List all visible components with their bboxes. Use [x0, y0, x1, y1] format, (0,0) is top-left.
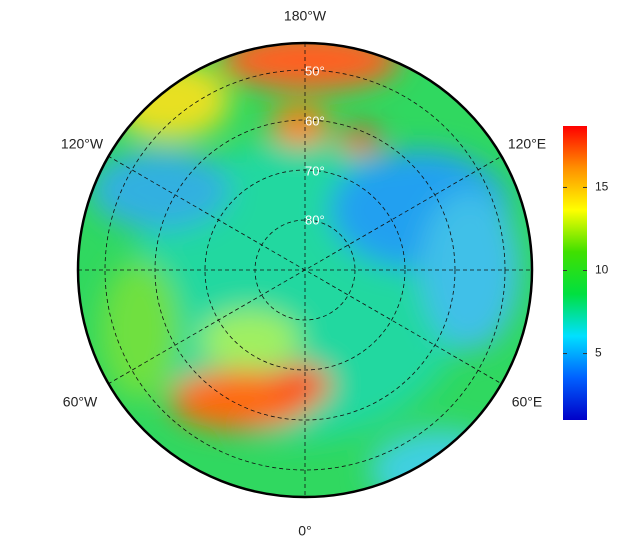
- lat-label: 80°: [305, 212, 325, 227]
- lon-label: 120°E: [508, 136, 546, 152]
- graticule: [78, 43, 532, 497]
- lon-label: 60°W: [63, 394, 98, 410]
- lon-label: 60°E: [512, 394, 543, 410]
- lat-label: 70°: [305, 163, 325, 178]
- lon-label: 120°W: [61, 136, 104, 152]
- lat-label: 60°: [305, 113, 325, 128]
- map-border: [76, 41, 534, 499]
- colorbar-tick-label: 10: [595, 263, 609, 277]
- lat-label: 50°: [305, 63, 325, 78]
- colorbar: [563, 126, 587, 420]
- colorbar-tick-label: 5: [595, 346, 602, 360]
- lon-label: 180°W: [284, 8, 327, 24]
- lon-label: 0°: [298, 523, 311, 539]
- colorbar-tick-label: 15: [595, 180, 609, 194]
